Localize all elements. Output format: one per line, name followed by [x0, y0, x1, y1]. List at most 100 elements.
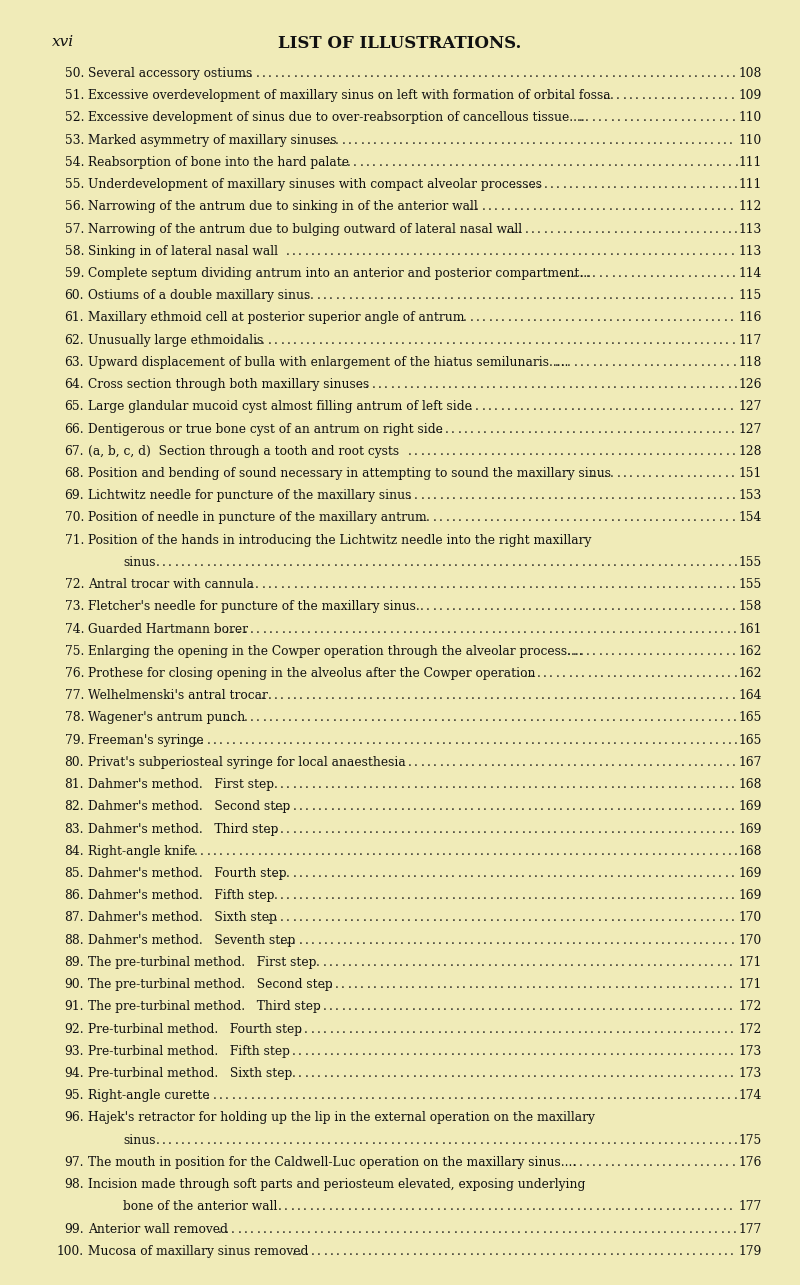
Text: .: .: [615, 311, 619, 324]
Text: .: .: [721, 667, 725, 680]
Text: .: .: [495, 934, 499, 947]
Text: .: .: [711, 311, 714, 324]
Text: .: .: [425, 1023, 429, 1036]
Text: .: .: [371, 378, 375, 391]
Text: .: .: [426, 600, 430, 613]
Text: .: .: [330, 822, 334, 835]
Text: .: .: [466, 1090, 470, 1103]
Text: .: .: [509, 779, 513, 792]
Text: .: .: [274, 867, 278, 880]
Text: .: .: [290, 1200, 294, 1213]
Text: .: .: [588, 734, 592, 747]
Text: .: .: [301, 622, 305, 636]
Text: .: .: [462, 978, 466, 991]
Text: .: .: [348, 134, 352, 146]
Text: .: .: [553, 801, 557, 813]
Text: 68.: 68.: [64, 466, 84, 481]
Text: .: .: [462, 289, 466, 302]
Text: .: .: [691, 956, 695, 969]
Text: .: .: [464, 779, 468, 792]
Text: .: .: [551, 978, 555, 991]
Text: .: .: [268, 334, 271, 347]
Text: .: .: [490, 689, 494, 702]
Text: .: .: [467, 844, 471, 858]
Text: .: .: [571, 311, 575, 324]
Text: .: .: [362, 889, 366, 902]
Text: .: .: [553, 867, 557, 880]
Text: .: .: [592, 67, 596, 80]
Text: .: .: [626, 222, 630, 235]
Text: .: .: [162, 1133, 166, 1146]
Text: 53.: 53.: [65, 134, 84, 146]
Text: .: .: [628, 200, 632, 213]
Text: .: .: [564, 200, 568, 213]
Text: .: .: [244, 1222, 248, 1236]
Text: .: .: [598, 867, 602, 880]
Text: .: .: [431, 1067, 435, 1079]
Text: .: .: [618, 490, 622, 502]
Text: .: .: [562, 1133, 566, 1146]
Text: .: .: [638, 179, 642, 191]
Text: .: .: [635, 801, 639, 813]
Text: .: .: [395, 67, 399, 80]
Text: .: .: [381, 244, 385, 258]
Text: .: .: [578, 311, 582, 324]
Text: .: .: [521, 423, 525, 436]
Text: .: .: [406, 801, 410, 813]
Text: .: .: [647, 200, 650, 213]
Text: .: .: [586, 578, 590, 591]
Text: .: .: [693, 934, 697, 947]
Text: .: .: [653, 978, 657, 991]
Text: .: .: [213, 1133, 217, 1146]
Text: .: .: [483, 423, 487, 436]
Text: .: .: [697, 155, 700, 168]
Text: .: .: [650, 756, 653, 768]
Text: .: .: [602, 289, 606, 302]
Text: .: .: [681, 112, 685, 125]
Text: .: .: [342, 1067, 346, 1079]
Text: .: .: [718, 600, 722, 613]
Text: .: .: [702, 1222, 706, 1236]
Text: .: .: [482, 1045, 486, 1058]
Text: .: .: [668, 445, 672, 457]
Text: .: .: [609, 1023, 613, 1036]
Text: .: .: [556, 378, 560, 391]
Text: .: .: [538, 155, 542, 168]
Text: .: .: [348, 289, 352, 302]
Text: .: .: [431, 289, 435, 302]
Text: .: .: [558, 1023, 562, 1036]
Text: .: .: [362, 1067, 366, 1079]
Text: .: .: [402, 712, 406, 725]
Text: .: .: [519, 1200, 523, 1213]
Text: .: .: [566, 801, 570, 813]
Text: .: .: [678, 134, 682, 146]
Text: .: .: [731, 511, 735, 524]
Text: .: .: [622, 1023, 626, 1036]
Text: .: .: [642, 889, 646, 902]
Text: .: .: [422, 1133, 426, 1146]
Text: .: .: [505, 1133, 509, 1146]
Text: .: .: [614, 1200, 618, 1213]
Text: .: .: [432, 801, 436, 813]
Text: .: .: [575, 1133, 579, 1146]
Text: .: .: [655, 334, 659, 347]
Text: .: .: [606, 712, 610, 725]
Text: .: .: [369, 822, 373, 835]
Text: .: .: [477, 689, 481, 702]
Text: Dahmer's method.   First step: Dahmer's method. First step: [88, 779, 274, 792]
Text: .: .: [613, 667, 617, 680]
Text: .: .: [631, 712, 635, 725]
Text: .: .: [522, 67, 526, 80]
Text: .: .: [459, 712, 463, 725]
Text: .: .: [420, 911, 424, 924]
Text: .: .: [571, 244, 575, 258]
Text: .: .: [270, 556, 274, 569]
Text: .: .: [543, 378, 547, 391]
Text: .: .: [701, 356, 705, 369]
Text: .: .: [538, 222, 542, 235]
Text: .: .: [693, 779, 697, 792]
Text: .: .: [502, 600, 506, 613]
Text: .: .: [694, 112, 697, 125]
Text: .: .: [292, 934, 296, 947]
Text: .: .: [564, 1000, 568, 1014]
